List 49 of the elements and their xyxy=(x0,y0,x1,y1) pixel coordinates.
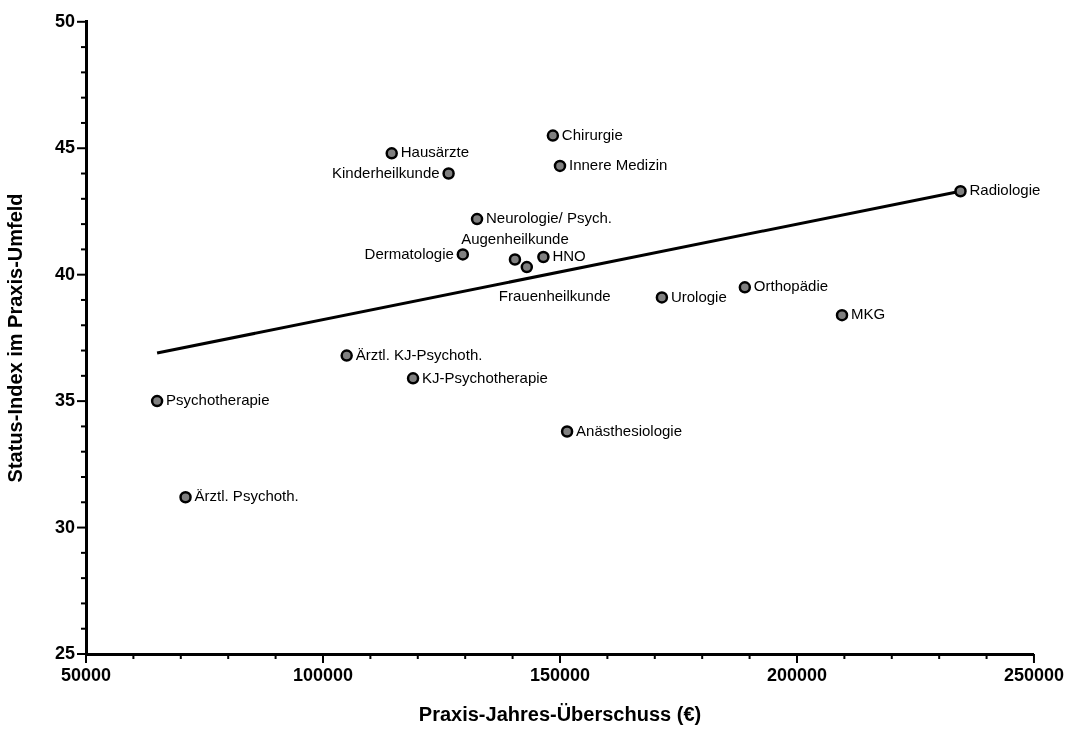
point xyxy=(179,490,192,504)
x-tick-label: 250000 xyxy=(1003,664,1065,685)
x-tick-label: 100000 xyxy=(292,664,354,685)
annotation: Dermatologie xyxy=(364,244,454,262)
point xyxy=(738,281,752,294)
point xyxy=(406,372,420,385)
annotation: Urologie xyxy=(670,287,727,305)
point xyxy=(150,394,164,408)
annotation: KJ-Psychotherapie xyxy=(422,368,548,386)
point xyxy=(537,250,550,264)
y-tick-label: 35 xyxy=(54,390,75,411)
annotation: Anästhesiologie xyxy=(576,421,683,439)
annotation: Neurologie/ Psych. xyxy=(486,209,612,227)
point xyxy=(470,212,484,226)
annotation: Hausärzte xyxy=(400,143,470,161)
x-tick-label: 150000 xyxy=(529,664,591,685)
point xyxy=(546,129,560,142)
annotation: Innere Medizin xyxy=(568,156,668,174)
point xyxy=(655,291,669,304)
annotation: MKG xyxy=(851,305,886,323)
y-axis-title: Status-Index im Praxis-Umfeld xyxy=(3,193,26,483)
annotation: Radiologie xyxy=(969,181,1041,199)
annotation: Chirurgie xyxy=(561,125,623,143)
annotation: HNO xyxy=(552,247,586,265)
annotation: Kinderheilkunde xyxy=(332,163,440,181)
annotation: Orthopädie xyxy=(753,277,829,295)
y-tick-label: 25 xyxy=(54,642,75,663)
annotation: Ärztl. Psychoth. xyxy=(194,487,299,505)
x-axis-title: Praxis-Jahres-Überschuss (€) xyxy=(418,702,702,725)
x-tick-label: 200000 xyxy=(766,664,828,685)
point xyxy=(954,184,967,198)
y-tick-label: 50 xyxy=(54,10,75,31)
annotation: Psychotherapie xyxy=(166,391,270,409)
annotation: Frauenheilkunde xyxy=(498,287,611,305)
y-tick-label: 30 xyxy=(54,516,75,537)
x-tick-label: 50000 xyxy=(60,664,112,685)
point xyxy=(456,248,470,261)
point xyxy=(553,159,567,173)
point xyxy=(520,260,534,274)
y-tick-label: 45 xyxy=(54,137,75,158)
y-tick-label: 40 xyxy=(54,263,75,284)
annotation: Augenheilkunde xyxy=(461,229,569,247)
point xyxy=(560,425,574,438)
point xyxy=(442,167,455,180)
point xyxy=(508,253,522,266)
annotation: Ärztl. KJ-Psychoth. xyxy=(355,345,483,363)
point xyxy=(385,147,398,160)
point xyxy=(835,308,849,322)
point xyxy=(340,349,353,362)
